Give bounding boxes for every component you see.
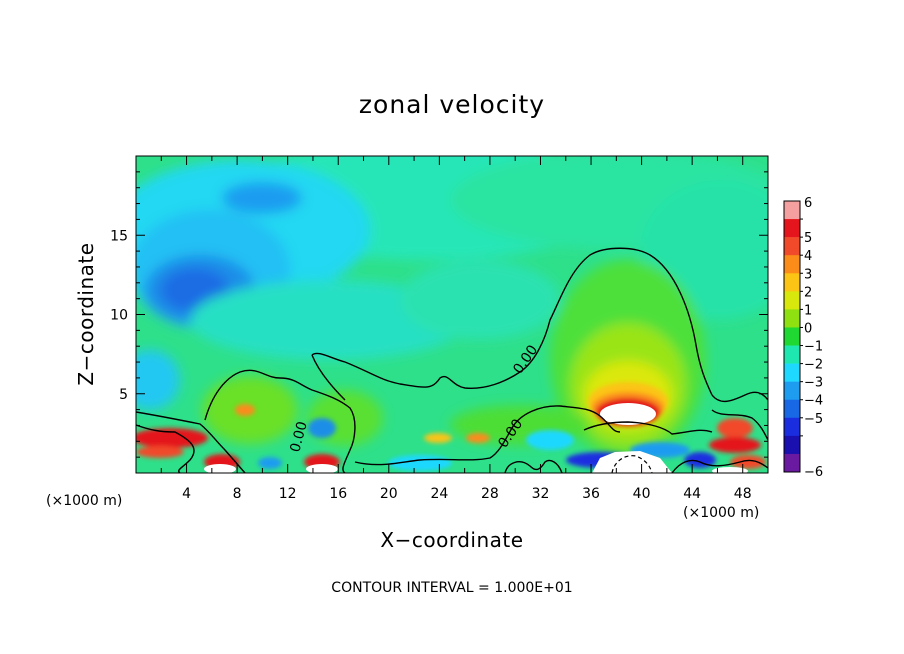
colorbar-swatch (784, 309, 800, 328)
colorbar-label: −1 (804, 340, 823, 355)
x-tick-label: 16 (329, 486, 347, 502)
x-tick-label: 32 (532, 486, 550, 502)
x-tick-label: 36 (582, 486, 600, 502)
colorbar-swatch (784, 255, 800, 274)
colorbar-swatch (784, 345, 800, 364)
colorbar-label: −6 (804, 465, 823, 480)
zero-contour-right-edge (711, 391, 768, 403)
chart-title: zonal velocity (359, 90, 545, 119)
x-unit-label-left: (×1000 m) (46, 493, 122, 509)
x-tick-label: 8 (233, 486, 242, 502)
colorbar: 6 5 4 3 2 1 0 −1 −2 −3 −4 −5 −6 (783, 196, 823, 480)
zero-contour-mid-low (354, 405, 621, 466)
colorbar-label: 1 (804, 303, 812, 318)
colorbar-swatch (784, 363, 800, 382)
x-tick-label: 28 (481, 486, 499, 502)
colorbar-swatch (784, 219, 800, 238)
zero-contours (136, 247, 768, 473)
x-tick-label: 40 (633, 486, 651, 502)
colorbar-label: 2 (804, 285, 812, 300)
x-tick-label: 24 (430, 486, 448, 502)
negative-dashed-contour (611, 455, 653, 473)
colorbar-label: −3 (804, 376, 823, 391)
max-region-right (600, 403, 656, 425)
contour-label-1: 0.00 (287, 420, 311, 454)
x-tick-label: 4 (182, 486, 191, 502)
colorbar-swatch (784, 399, 800, 419)
zero-contour-right-dome-base (583, 421, 713, 435)
x-tick-label: 20 (380, 486, 398, 502)
colorbar-swatch (784, 453, 800, 473)
x-axis-label: X−coordinate (380, 528, 523, 552)
x-tick-label: 44 (683, 486, 701, 502)
x-tick-label: 12 (279, 486, 297, 502)
colorbar-label: −2 (804, 358, 823, 373)
colorbar-label: 5 (804, 231, 812, 246)
colorbar-swatch (784, 327, 800, 346)
colorbar-swatch (784, 273, 800, 292)
x-tick-label: 48 (734, 486, 752, 502)
colorbar-swatch (784, 201, 800, 220)
x-unit-label-right: (×1000 m) (683, 505, 759, 521)
colorbar-label: −5 (804, 412, 823, 427)
colorbar-swatch (784, 291, 800, 310)
colorbar-swatch (784, 381, 800, 401)
y-tick-label: 10 (110, 308, 128, 324)
colorbar-label: −4 (804, 394, 823, 409)
colorbar-swatch (784, 435, 800, 455)
colorbar-label: 4 (804, 249, 812, 264)
zero-contour-bottom-right (671, 459, 768, 473)
colorbar-swatch (784, 417, 800, 437)
zero-contour-lower-left (204, 369, 356, 473)
max-region-bottom-left-2 (306, 464, 338, 473)
zero-contour-right-low (711, 409, 768, 441)
colorbar-label: 3 (804, 267, 812, 282)
y-axis-label: Z−coordinate (74, 242, 98, 385)
y-tick-label: 15 (110, 228, 128, 244)
zero-contour-upper (311, 247, 713, 396)
plot-area (136, 156, 768, 473)
colorbar-swatch (784, 237, 800, 256)
y-tick-label: 5 (119, 387, 128, 403)
y-axis-ticks: 5 10 15 (110, 171, 768, 458)
zero-contour-mid (311, 354, 346, 401)
zero-contour-left-low (136, 424, 195, 473)
contour-interval-note: CONTOUR INTERVAL = 1.000E+01 (331, 580, 572, 596)
zero-contour-bottom-small (504, 459, 563, 473)
colorbar-label: 6 (804, 196, 812, 211)
zero-contour-left-edge (136, 411, 246, 473)
colorbar-frame (783, 200, 801, 473)
max-region-bottom-far-right (712, 467, 748, 473)
x-axis-ticks: 4 8 12 16 20 24 28 32 36 40 44 48 (160, 156, 752, 502)
colorbar-label: 0 (804, 321, 812, 336)
max-region-bottom-right (592, 451, 672, 473)
